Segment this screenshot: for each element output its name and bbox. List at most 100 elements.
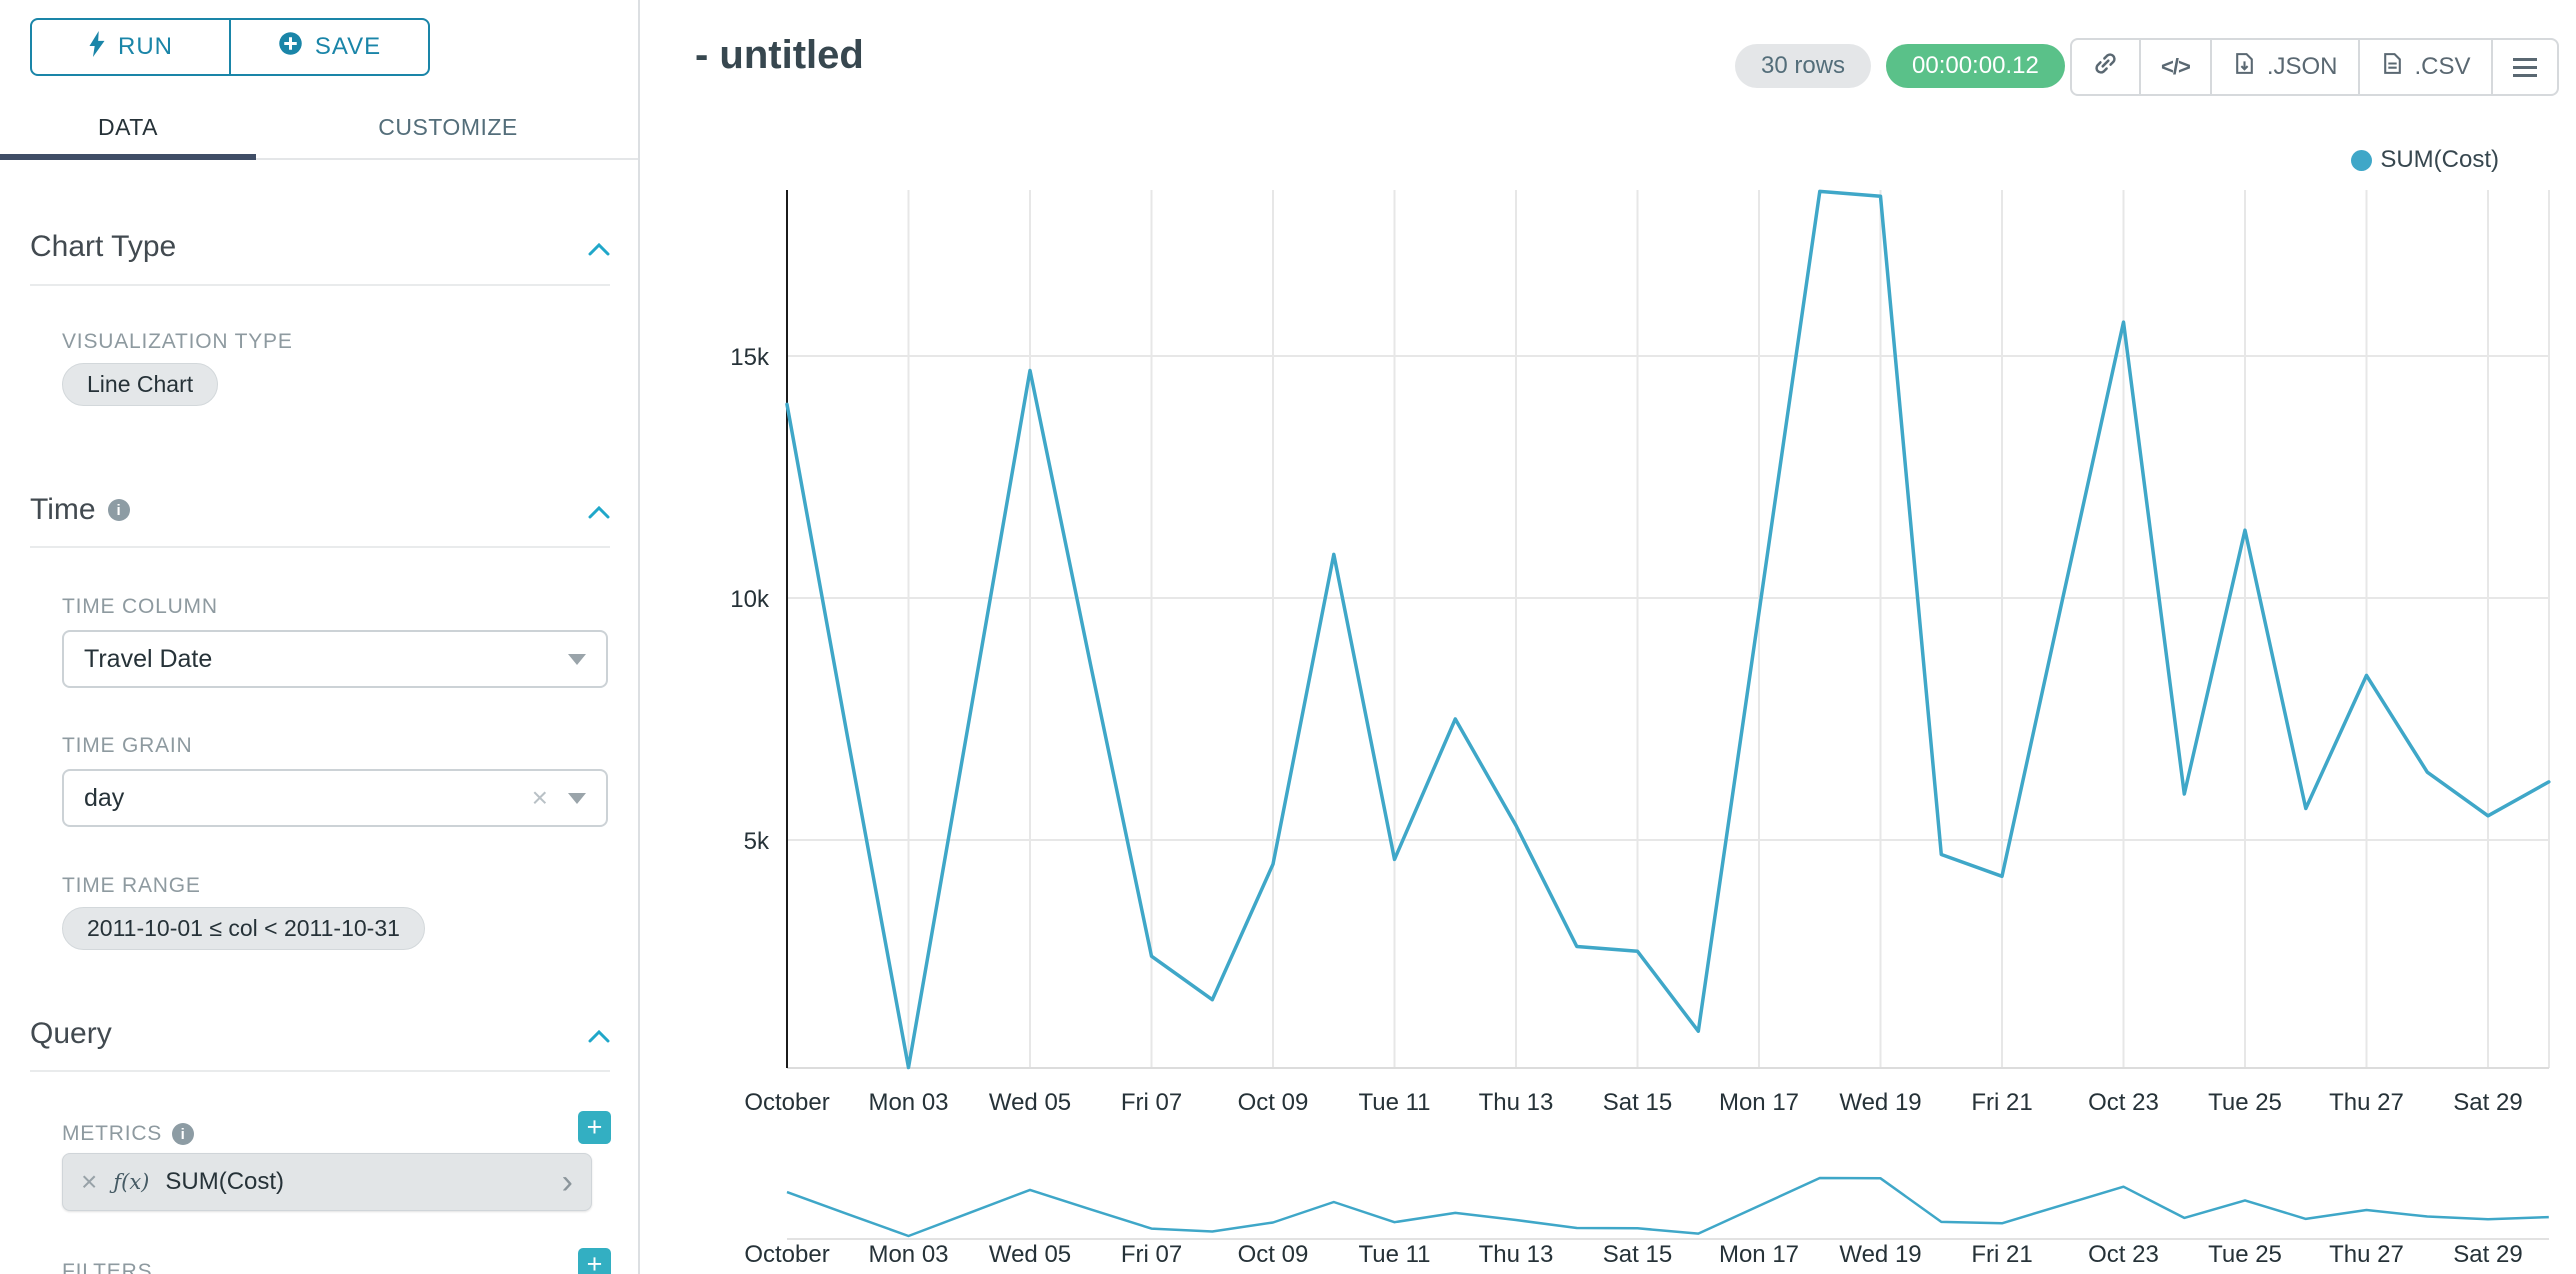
x-axis-label: Sat 15 [1603,1089,1672,1116]
export-csv-label: .CSV [2414,53,2471,80]
x-axis-label: Mon 03 [868,1089,948,1116]
export-json-button[interactable]: .JSON [2209,38,2360,96]
run-label: RUN [118,33,173,60]
time-grain-value: day [84,783,125,812]
mini-x-axis-label: Oct 23 [2088,1241,2159,1268]
visualization-type-pill[interactable]: Line Chart [62,363,219,406]
time-column-label: TIME COLUMN [62,595,218,618]
tab-customize[interactable]: CUSTOMIZE [378,113,518,140]
y-axis-label: 5k [744,828,770,855]
run-save-button-group: RUN SAVE [30,18,430,76]
x-axis-label: Mon 17 [1719,1089,1799,1116]
explore-control-panel: RUN SAVE DATA CUSTOMIZE Chart Type VISUA… [0,0,640,1274]
mini-x-axis-label: Mon 17 [1719,1241,1799,1268]
visualization-type-label: VISUALIZATION TYPE [62,330,293,353]
x-axis-label: October [744,1089,829,1116]
mini-x-axis-label: October [744,1241,829,1268]
time-column-select[interactable]: Travel Date [62,630,608,688]
chevron-up-icon[interactable] [588,493,610,527]
x-axis-label: Fri 07 [1121,1089,1182,1116]
section-chart-type-title: Chart Type [30,230,177,263]
add-metric-button[interactable]: + [578,1111,611,1144]
code-icon: </> [2161,54,2191,79]
time-column-value: Travel Date [84,644,213,673]
save-button[interactable]: SAVE [230,18,430,76]
function-icon: ƒ(x) [113,1170,150,1194]
time-grain-select[interactable]: day × [62,769,608,827]
panel-tabs: DATA CUSTOMIZE [0,96,638,160]
mini-x-axis-label: Sat 29 [2453,1241,2522,1268]
chevron-down-icon [568,792,586,804]
mini-x-axis-label: Tue 11 [1358,1241,1430,1268]
chevron-up-icon[interactable] [588,1017,610,1051]
mini-x-axis-label: Wed 05 [989,1241,1071,1268]
chevron-up-icon[interactable] [588,230,610,264]
series-line [785,189,2551,1070]
hamburger-icon [2512,57,2537,77]
section-time-title: Time [30,493,96,526]
save-label: SAVE [314,33,382,60]
chart-legend[interactable]: SUM(Cost) [2351,146,2499,174]
share-link-button[interactable] [2070,38,2141,96]
mini-x-axis-label: Thu 27 [2329,1241,2404,1268]
legend-label: SUM(Cost) [2380,146,2499,173]
run-button[interactable]: RUN [30,18,230,76]
time-range-label: TIME RANGE [62,874,201,897]
x-axis-label: Fri 21 [1971,1089,2032,1116]
download-file-icon [2232,51,2257,83]
section-divider [30,546,610,548]
filters-label: FILTERS [62,1260,153,1274]
chevron-down-icon [568,653,586,665]
row-count-badge: 30 rows [1735,44,1872,88]
x-axis-label: Tue 25 [2208,1089,2282,1116]
section-chart-type[interactable]: Chart Type [30,230,610,264]
chevron-right-icon[interactable]: › [561,1163,573,1201]
section-query[interactable]: Query [30,1017,610,1051]
export-json-label: .JSON [2266,53,2338,80]
file-icon [2380,51,2405,83]
mini-x-axis-label: Mon 03 [868,1241,948,1268]
x-axis-label: Thu 13 [1479,1089,1554,1116]
mini-x-axis-label: Sat 15 [1603,1241,1672,1268]
plus-circle-icon [278,31,303,63]
tab-data[interactable]: DATA [0,96,256,160]
x-axis-label: Oct 09 [1238,1089,1309,1116]
clear-icon[interactable]: × [531,782,548,813]
x-axis-label: Oct 23 [2088,1089,2159,1116]
add-filter-button[interactable]: + [578,1248,611,1274]
section-divider [30,284,610,286]
remove-metric-icon[interactable]: × [81,1166,98,1197]
legend-dot-icon [2351,149,2373,171]
metric-pill[interactable]: × ƒ(x) SUM(Cost) › [62,1153,592,1211]
metric-name: SUM(Cost) [165,1168,285,1195]
mini-series-line[interactable] [786,1176,2549,1238]
metrics-label: METRICS i [62,1122,195,1146]
export-button-group: </> .JSON .CSV [2070,38,2559,96]
export-csv-button[interactable]: .CSV [2357,38,2493,96]
info-icon: i [172,1123,195,1145]
metrics-label-text: METRICS [62,1122,163,1145]
mini-x-axis-label: Fri 21 [1971,1241,2032,1268]
y-axis-label: 15k [730,344,770,371]
x-axis-label: Tue 11 [1358,1089,1430,1116]
view-query-button[interactable]: </> [2139,38,2212,96]
x-axis-label: Sat 29 [2453,1089,2522,1116]
bolt-icon [88,30,106,64]
mini-x-axis-label: Fri 07 [1121,1241,1182,1268]
menu-button[interactable] [2490,38,2559,96]
mini-x-axis-label: Thu 13 [1479,1241,1554,1268]
section-query-title: Query [30,1017,112,1050]
chart-title[interactable]: - untitled [695,33,864,77]
section-divider [30,1070,610,1072]
time-grain-label: TIME GRAIN [62,734,193,757]
y-axis-label: 10k [730,586,770,613]
mini-x-axis-label: Oct 09 [1238,1241,1309,1268]
x-axis-label: Thu 27 [2329,1089,2404,1116]
info-icon: i [107,499,130,521]
query-timer-badge: 00:00:00.12 [1886,44,2065,88]
time-range-pill[interactable]: 2011-10-01 ≤ col < 2011-10-31 [62,907,425,950]
x-axis-label: Wed 05 [989,1089,1071,1116]
mini-x-axis-label: Wed 19 [1839,1241,1921,1268]
section-time[interactable]: Time i [30,493,610,527]
